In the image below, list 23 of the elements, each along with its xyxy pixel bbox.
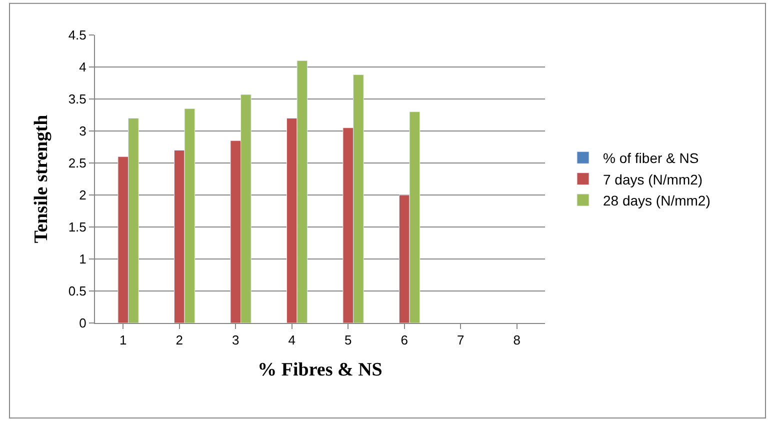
y-axis-title: Tensile strength xyxy=(31,114,52,244)
x-tick-label: 6 xyxy=(400,332,408,348)
x-axis-title: % Fibres & NS xyxy=(258,359,382,380)
legend-label: 7 days (N/mm2) xyxy=(603,171,703,188)
legend-label: 28 days (N/mm2) xyxy=(603,192,710,208)
x-tick-label: 8 xyxy=(513,332,520,348)
y-tick-label: 4 xyxy=(79,60,86,75)
x-tick-label: 5 xyxy=(344,332,352,348)
y-tick-label: 2.5 xyxy=(68,156,86,171)
y-tick-label: 0 xyxy=(79,316,86,331)
x-tick-label: 4 xyxy=(288,332,296,348)
x-tick-label: 1 xyxy=(120,332,127,348)
legend-label: % of fiber & NS xyxy=(603,150,699,166)
y-tick-label: 2 xyxy=(79,188,86,203)
y-tick-label: 3 xyxy=(79,124,86,139)
y-tick-label: 4.5 xyxy=(68,28,86,43)
y-tick-label: 0.5 xyxy=(68,284,86,299)
x-tick-label: 2 xyxy=(176,332,183,348)
x-tick-label: 7 xyxy=(457,332,464,348)
x-tick-label: 3 xyxy=(232,332,240,348)
y-tick-label: 1.5 xyxy=(68,220,86,235)
y-tick-label: 1 xyxy=(79,252,86,267)
y-tick-label: 3.5 xyxy=(68,92,86,107)
